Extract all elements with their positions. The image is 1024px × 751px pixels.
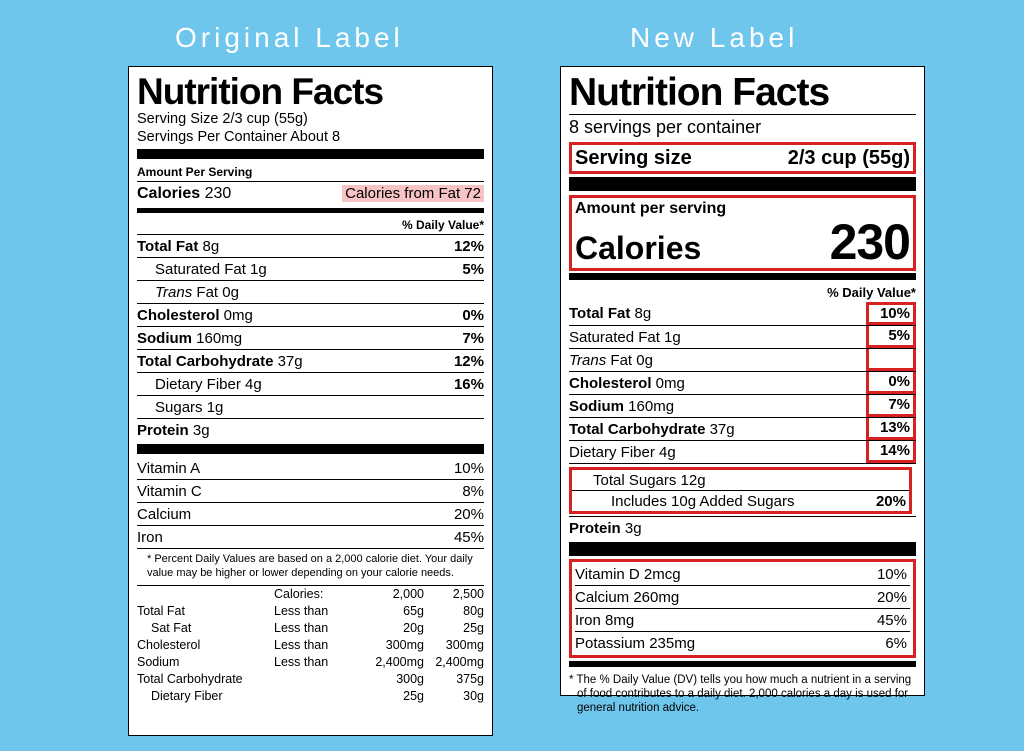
vitamin-row: Vitamin D 2mcg10% bbox=[575, 563, 910, 585]
nutrient-row: Total Carbohydrate 37g13% bbox=[569, 417, 916, 440]
nutrient-row: Sugars 1g bbox=[137, 395, 484, 418]
vitamin-row: Vitamin C8% bbox=[137, 479, 484, 502]
serving-size-highlight: Serving size 2/3 cup (55g) bbox=[569, 142, 916, 174]
nutrient-row: Cholesterol 0mg0% bbox=[569, 371, 916, 394]
nutrient-row: Total Fat 8g10% bbox=[569, 302, 916, 325]
vitamins-highlight: Vitamin D 2mcg10%Calcium 260mg20%Iron 8m… bbox=[569, 559, 916, 658]
nutrient-row: Trans Fat 0g bbox=[137, 280, 484, 303]
dv-highlight: 0% bbox=[866, 372, 916, 394]
rule-thick bbox=[137, 444, 484, 454]
nutrient-row: Total Carbohydrate 37g12% bbox=[137, 349, 484, 372]
nutrient-row: Dietary Fiber 4g14% bbox=[569, 440, 916, 463]
dv-header: % Daily Value* bbox=[137, 215, 484, 234]
vitamin-row: Calcium 260mg20% bbox=[575, 585, 910, 608]
serving-size-value: 2/3 cup (55g) bbox=[788, 147, 910, 169]
vitamin-row: Potassium 235mg6% bbox=[575, 631, 910, 654]
amount-per-serving: Amount Per Serving bbox=[137, 162, 484, 181]
vitamins-list: Vitamin A10%Vitamin C8%Calcium20%Iron45% bbox=[137, 457, 484, 548]
nf-title: Nutrition Facts bbox=[569, 73, 916, 114]
new-label: Nutrition Facts 8 servings per container… bbox=[560, 66, 925, 696]
nf-title: Nutrition Facts bbox=[137, 73, 484, 110]
dv-header: % Daily Value* bbox=[569, 282, 916, 302]
calories-from-fat: Calories from Fat 72 bbox=[342, 185, 484, 202]
rule-med bbox=[569, 661, 916, 667]
serving-size: Serving Size 2/3 cup (55g) bbox=[137, 110, 484, 128]
heading-original: Original Label bbox=[175, 22, 404, 54]
calories-value: 230 bbox=[830, 217, 910, 267]
dv-highlight: 5% bbox=[866, 326, 916, 348]
nutrient-row: Sodium 160mg7% bbox=[569, 394, 916, 417]
calorie-table: Calories:2,0002,500Total FatLess than65g… bbox=[137, 586, 484, 705]
vitamin-row: Iron45% bbox=[137, 525, 484, 548]
sugar-row: Total Sugars 12g bbox=[572, 470, 909, 490]
servings-per-container: Servings Per Container About 8 bbox=[137, 128, 484, 146]
dv-highlight bbox=[866, 349, 916, 371]
footnote: * The % Daily Value (DV) tells you how m… bbox=[569, 669, 916, 716]
rule-thick bbox=[569, 177, 916, 191]
nutrient-row: Total Sugars 12gIncludes 10g Added Sugar… bbox=[569, 463, 916, 516]
rule-thick bbox=[137, 149, 484, 159]
footnote: * Percent Daily Values are based on a 2,… bbox=[137, 549, 484, 585]
nutrient-row: Trans Fat 0g bbox=[569, 348, 916, 371]
calories: Calories 230 bbox=[137, 185, 231, 203]
dv-highlight: 7% bbox=[866, 395, 916, 417]
vitamin-row: Calcium20% bbox=[137, 502, 484, 525]
dv-highlight: 10% bbox=[866, 302, 916, 325]
dv-highlight: 13% bbox=[866, 418, 916, 440]
rule-thick bbox=[569, 542, 916, 556]
nutrient-row: Saturated Fat 1g5% bbox=[137, 257, 484, 280]
nutrient-row: Dietary Fiber 4g16% bbox=[137, 372, 484, 395]
heading-new: New Label bbox=[630, 22, 798, 54]
nutrient-row: Sodium 160mg7% bbox=[137, 326, 484, 349]
calories-highlight: Amount per serving Calories 230 bbox=[569, 195, 916, 271]
nutrients-list: Total Fat 8g12%Saturated Fat 1g5%Trans F… bbox=[137, 234, 484, 441]
dv-highlight: 14% bbox=[866, 441, 916, 463]
nutrient-row: Cholesterol 0mg0% bbox=[137, 303, 484, 326]
servings-per-container: 8 servings per container bbox=[569, 115, 916, 141]
vitamin-row: Vitamin A10% bbox=[137, 457, 484, 479]
nutrient-row: Protein 3g bbox=[137, 418, 484, 441]
original-label: Nutrition Facts Serving Size 2/3 cup (55… bbox=[128, 66, 493, 736]
sugar-row: Includes 10g Added Sugars20% bbox=[572, 490, 909, 511]
calories-label: Calories bbox=[575, 232, 701, 264]
nutrient-row: Saturated Fat 1g5% bbox=[569, 325, 916, 348]
nutrients-list: Total Fat 8g10%Saturated Fat 1g5%Trans F… bbox=[569, 302, 916, 463]
sugars-highlight: Total Sugars 12gIncludes 10g Added Sugar… bbox=[569, 467, 912, 514]
protein-row: Protein 3g bbox=[569, 516, 916, 539]
rule-med bbox=[137, 208, 484, 213]
calories-row: Calories 230 Calories from Fat 72 bbox=[137, 182, 484, 206]
vitamin-row: Iron 8mg45% bbox=[575, 608, 910, 631]
nutrient-row: Total Fat 8g12% bbox=[137, 234, 484, 257]
serving-size-label: Serving size bbox=[575, 147, 692, 169]
rule-med bbox=[569, 273, 916, 280]
